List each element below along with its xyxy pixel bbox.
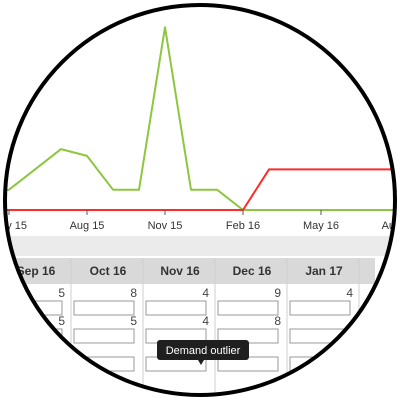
- demand-value: 8: [130, 286, 137, 300]
- chart-table-separator: [5, 236, 395, 256]
- column-header: Nov 16: [160, 264, 200, 278]
- column-header: Jan 17: [305, 264, 343, 278]
- x-tick-label: May 16: [303, 220, 339, 232]
- column-header: Sep 16: [17, 264, 56, 278]
- column-header: Dec 16: [233, 264, 272, 278]
- demand-value: 9: [274, 286, 281, 300]
- demand-value: 4: [202, 286, 209, 300]
- x-tick-label: Feb 16: [226, 220, 260, 232]
- demand-value: 4: [202, 314, 209, 328]
- tooltip-text: Demand outlier: [166, 345, 241, 357]
- x-tick-label: May 15: [0, 220, 27, 232]
- forecast-input[interactable]: [73, 328, 135, 344]
- forecast-input[interactable]: [145, 300, 207, 316]
- forecast-input[interactable]: [2, 356, 63, 372]
- lens-border: [3, 3, 397, 397]
- forecast-input[interactable]: [289, 300, 351, 316]
- demand-value: 8: [274, 314, 281, 328]
- forecast-input[interactable]: [73, 300, 135, 316]
- column-header: Oct 16: [90, 264, 127, 278]
- x-tick-label: Nov 15: [148, 220, 183, 232]
- forecast-input[interactable]: [2, 300, 63, 316]
- x-tick-label: Aug 15: [70, 220, 105, 232]
- demand-value: 7: [58, 342, 65, 356]
- demand-outlier-tooltip: Demand outlier: [157, 340, 249, 365]
- demand-value: 5: [58, 286, 65, 300]
- demand-value: 4: [346, 286, 353, 300]
- demand-value: 5: [58, 314, 65, 328]
- series-line-0: [5, 26, 395, 211]
- forecast-input[interactable]: [217, 300, 279, 316]
- table-header-bg: [5, 258, 375, 284]
- demand-value: 5: [130, 314, 137, 328]
- series-line-1: [5, 168, 395, 211]
